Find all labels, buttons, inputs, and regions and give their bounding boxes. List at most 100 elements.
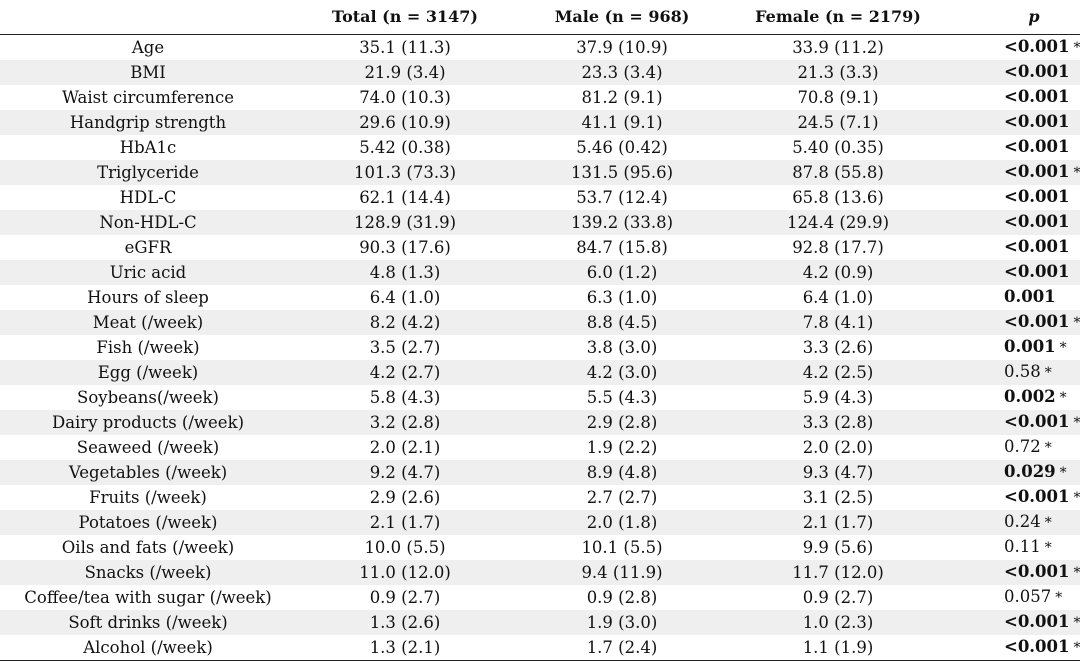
p-value: <0.001 <box>1004 87 1070 106</box>
p-value: 0.057 <box>1004 587 1051 606</box>
row-label: Dairy products (/week) <box>0 410 296 435</box>
table-header: Total (n = 3147) Male (n = 968) Female (… <box>0 0 1080 34</box>
table-row: Soybeans(/week)5.8 (4.3)5.5 (4.3)5.9 (4.… <box>0 385 1080 410</box>
cell-female: 5.9 (4.3) <box>730 385 946 410</box>
header-male: Male (n = 968) <box>514 0 730 34</box>
cell-female: 3.1 (2.5) <box>730 485 946 510</box>
cell-male: 53.7 (12.4) <box>514 185 730 210</box>
row-label: Seaweed (/week) <box>0 435 296 460</box>
p-value: <0.001 <box>1004 162 1070 181</box>
row-label: Fish (/week) <box>0 335 296 360</box>
cell-total: 3.2 (2.8) <box>296 410 514 435</box>
row-label: Soybeans(/week) <box>0 385 296 410</box>
cell-p-value: 0.001 <box>946 285 1080 310</box>
table-row: Egg (/week)4.2 (2.7)4.2 (3.0)4.2 (2.5)0.… <box>0 360 1080 385</box>
cell-p-value: <0.001* <box>946 410 1080 435</box>
cell-total: 74.0 (10.3) <box>296 85 514 110</box>
p-value-footnote-marker: * <box>1074 640 1080 656</box>
table-row: Meat (/week)8.2 (4.2)8.8 (4.5)7.8 (4.1)<… <box>0 310 1080 335</box>
p-value-footnote-marker: * <box>1074 40 1080 56</box>
cell-p-value: <0.001 <box>946 260 1080 285</box>
row-label: Alcohol (/week) <box>0 635 296 661</box>
cell-total: 35.1 (11.3) <box>296 34 514 60</box>
cell-female: 3.3 (2.8) <box>730 410 946 435</box>
cell-p-value: <0.001* <box>946 635 1080 661</box>
p-value: <0.001 <box>1004 412 1070 431</box>
p-value: 0.58 <box>1004 362 1041 381</box>
header-female: Female (n = 2179) <box>730 0 946 34</box>
p-value-footnote-marker: * <box>1045 365 1052 381</box>
row-label: BMI <box>0 60 296 85</box>
cell-total: 2.9 (2.6) <box>296 485 514 510</box>
cell-female: 11.7 (12.0) <box>730 560 946 585</box>
header-variable <box>0 0 296 34</box>
cell-total: 5.8 (4.3) <box>296 385 514 410</box>
row-label: eGFR <box>0 235 296 260</box>
p-value: 0.002 <box>1004 387 1056 406</box>
cell-male: 5.5 (4.3) <box>514 385 730 410</box>
header-total: Total (n = 3147) <box>296 0 514 34</box>
table-row: Soft drinks (/week)1.3 (2.6)1.9 (3.0)1.0… <box>0 610 1080 635</box>
header-p-value: p <box>946 0 1080 34</box>
p-value: <0.001 <box>1004 612 1070 631</box>
cell-female: 4.2 (0.9) <box>730 260 946 285</box>
table-row: Alcohol (/week)1.3 (2.1)1.7 (2.4)1.1 (1.… <box>0 635 1080 661</box>
cell-female: 2.0 (2.0) <box>730 435 946 460</box>
p-value: <0.001 <box>1004 312 1070 331</box>
cell-total: 62.1 (14.4) <box>296 185 514 210</box>
row-label: Potatoes (/week) <box>0 510 296 535</box>
cell-p-value: <0.001 <box>946 235 1080 260</box>
p-value-footnote-marker: * <box>1074 415 1080 431</box>
cell-total: 6.4 (1.0) <box>296 285 514 310</box>
cell-p-value: 0.11* <box>946 535 1080 560</box>
cell-female: 4.2 (2.5) <box>730 360 946 385</box>
p-value: 0.001 <box>1004 287 1056 306</box>
cell-male: 84.7 (15.8) <box>514 235 730 260</box>
cell-female: 9.9 (5.6) <box>730 535 946 560</box>
cell-p-value: 0.001* <box>946 335 1080 360</box>
p-value: 0.11 <box>1004 537 1041 556</box>
cell-male: 37.9 (10.9) <box>514 34 730 60</box>
cell-male: 8.8 (4.5) <box>514 310 730 335</box>
table-row: Snacks (/week)11.0 (12.0)9.4 (11.9)11.7 … <box>0 560 1080 585</box>
cell-p-value: <0.001* <box>946 610 1080 635</box>
cell-p-value: 0.057* <box>946 585 1080 610</box>
cell-female: 24.5 (7.1) <box>730 110 946 135</box>
p-value: <0.001 <box>1004 212 1070 231</box>
cell-total: 128.9 (31.9) <box>296 210 514 235</box>
cell-p-value: <0.001* <box>946 160 1080 185</box>
cell-total: 90.3 (17.6) <box>296 235 514 260</box>
cell-female: 87.8 (55.8) <box>730 160 946 185</box>
row-label: HbA1c <box>0 135 296 160</box>
cell-p-value: 0.24* <box>946 510 1080 535</box>
row-label: Hours of sleep <box>0 285 296 310</box>
header-row: Total (n = 3147) Male (n = 968) Female (… <box>0 0 1080 34</box>
cell-total: 3.5 (2.7) <box>296 335 514 360</box>
row-label: Egg (/week) <box>0 360 296 385</box>
cell-female: 65.8 (13.6) <box>730 185 946 210</box>
table-row: Vegetables (/week)9.2 (4.7)8.9 (4.8)9.3 … <box>0 460 1080 485</box>
cell-total: 21.9 (3.4) <box>296 60 514 85</box>
cell-female: 2.1 (1.7) <box>730 510 946 535</box>
p-value: 0.029 <box>1004 462 1056 481</box>
p-value: <0.001 <box>1004 637 1070 656</box>
table-row: Dairy products (/week)3.2 (2.8)2.9 (2.8)… <box>0 410 1080 435</box>
cell-p-value: <0.001* <box>946 485 1080 510</box>
cell-total: 5.42 (0.38) <box>296 135 514 160</box>
cell-male: 1.7 (2.4) <box>514 635 730 661</box>
p-value: <0.001 <box>1004 62 1070 81</box>
row-label: Coffee/tea with sugar (/week) <box>0 585 296 610</box>
cell-female: 3.3 (2.6) <box>730 335 946 360</box>
cell-female: 9.3 (4.7) <box>730 460 946 485</box>
cell-total: 2.0 (2.1) <box>296 435 514 460</box>
p-value: <0.001 <box>1004 112 1070 131</box>
p-value: <0.001 <box>1004 187 1070 206</box>
cell-female: 6.4 (1.0) <box>730 285 946 310</box>
cell-male: 5.46 (0.42) <box>514 135 730 160</box>
p-value: <0.001 <box>1004 562 1070 581</box>
